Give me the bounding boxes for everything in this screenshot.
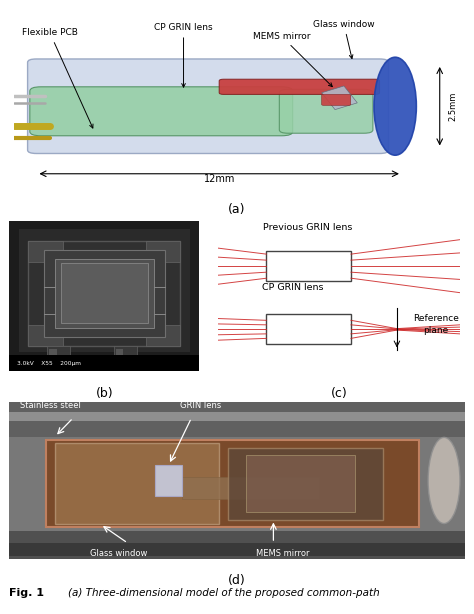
Bar — [246, 456, 356, 512]
Bar — [116, 349, 123, 364]
Text: GRIN lens: GRIN lens — [180, 401, 221, 410]
Bar — [155, 465, 182, 496]
FancyBboxPatch shape — [322, 95, 351, 106]
Text: Flexible PCB: Flexible PCB — [22, 28, 93, 128]
Text: (d): (d) — [228, 574, 246, 587]
Text: (b): (b) — [95, 387, 113, 400]
Polygon shape — [322, 86, 357, 109]
Text: (a) Three-dimensional model of the proposed common-path: (a) Three-dimensional model of the propo… — [55, 588, 379, 598]
Bar — [28, 325, 63, 346]
Text: Fig. 1: Fig. 1 — [9, 588, 45, 598]
Text: 12mm: 12mm — [203, 174, 235, 184]
FancyBboxPatch shape — [27, 59, 389, 154]
Bar — [44, 250, 165, 337]
Text: plane: plane — [423, 327, 448, 335]
Bar — [9, 411, 465, 421]
Bar — [146, 325, 180, 346]
Bar — [266, 314, 351, 344]
Text: Glass window: Glass window — [313, 20, 375, 58]
Bar — [146, 241, 180, 262]
FancyBboxPatch shape — [279, 89, 373, 133]
Bar — [55, 258, 154, 328]
Bar — [182, 477, 319, 499]
Text: Reference: Reference — [413, 314, 458, 324]
Text: (a): (a) — [228, 203, 246, 216]
Text: Glass window: Glass window — [90, 550, 147, 558]
Text: Stainless steel: Stainless steel — [20, 401, 81, 410]
Bar — [266, 251, 351, 281]
Bar — [9, 543, 465, 556]
Bar — [55, 443, 219, 524]
Ellipse shape — [374, 57, 416, 155]
Text: CP GRIN lens: CP GRIN lens — [154, 23, 213, 87]
Text: CP GRIN lens: CP GRIN lens — [262, 282, 323, 292]
Ellipse shape — [428, 437, 460, 524]
Bar — [228, 448, 383, 519]
Bar — [9, 355, 199, 371]
Bar — [61, 263, 148, 324]
Text: MEMS mirror: MEMS mirror — [256, 550, 309, 558]
Bar — [46, 440, 419, 527]
Bar — [9, 530, 465, 559]
Text: (c): (c) — [330, 387, 347, 400]
FancyBboxPatch shape — [219, 79, 380, 95]
Bar — [47, 346, 70, 365]
Text: 2.5mm: 2.5mm — [448, 91, 457, 121]
Text: Previous GRIN lens: Previous GRIN lens — [263, 222, 352, 231]
Bar — [28, 241, 63, 262]
Bar — [49, 349, 57, 364]
Text: MEMS mirror: MEMS mirror — [253, 32, 332, 87]
Bar — [9, 402, 465, 437]
Text: 3.0kV    X55    200μm: 3.0kV X55 200μm — [17, 360, 81, 366]
Bar — [114, 346, 137, 365]
Bar — [19, 228, 190, 352]
FancyBboxPatch shape — [30, 87, 293, 136]
Bar — [28, 241, 180, 346]
